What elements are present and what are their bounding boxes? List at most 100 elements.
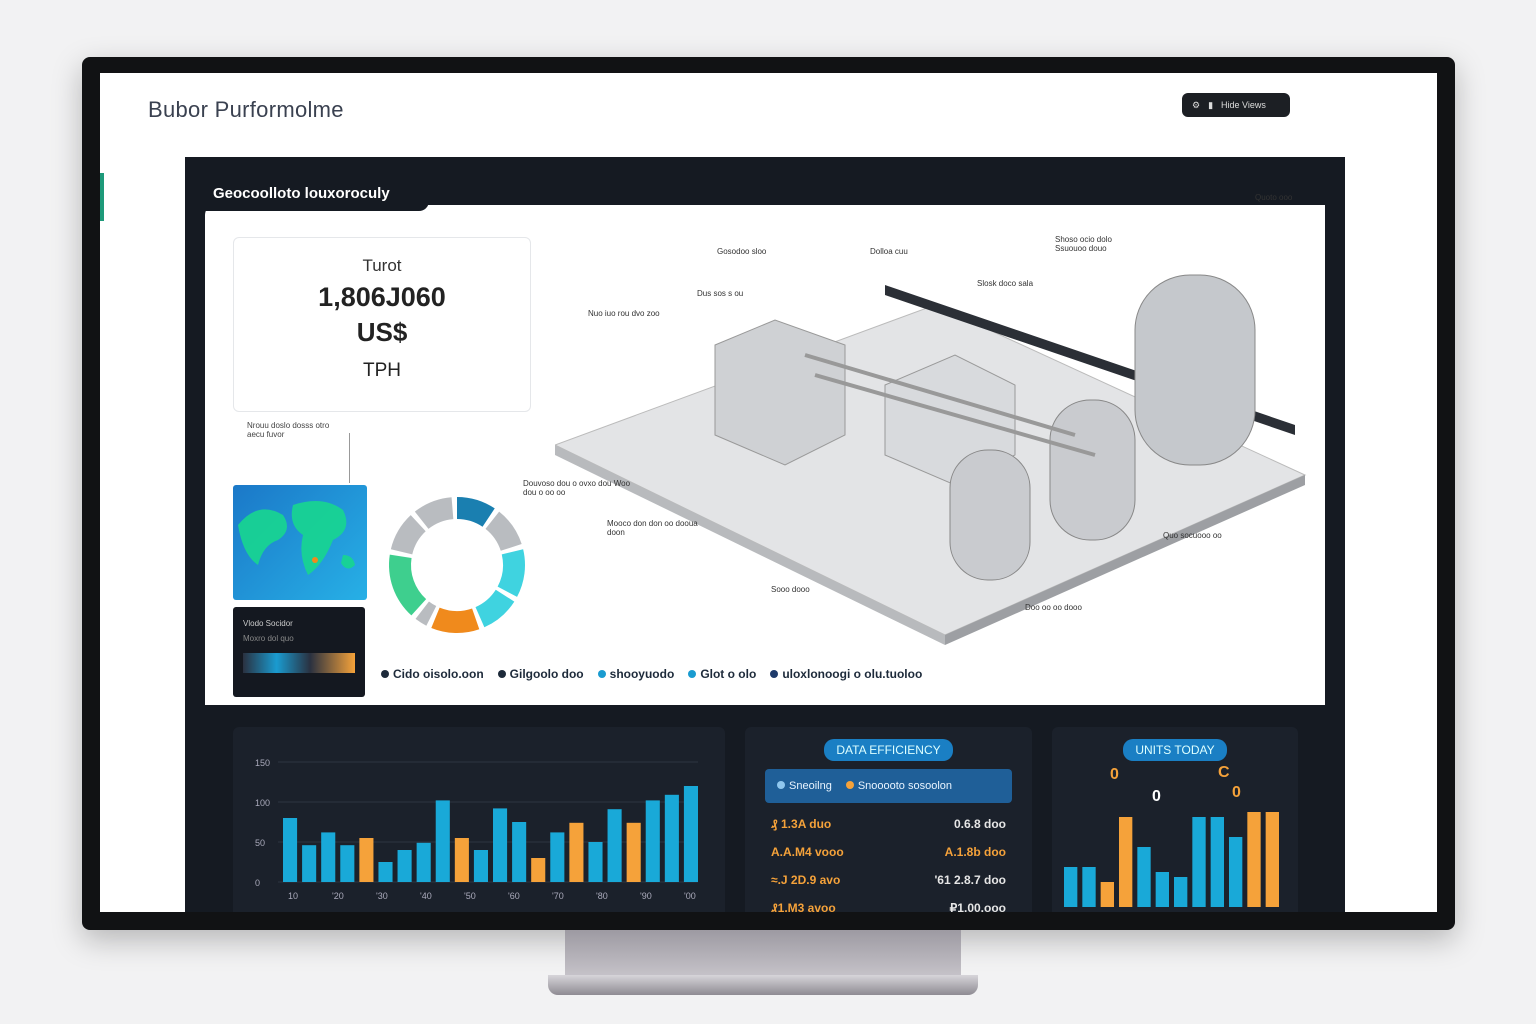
monitor-stand	[565, 930, 961, 980]
metric-row: ₰ 1.3A duo 0.6.8 doo	[745, 817, 1032, 831]
unit-badge: C	[1218, 764, 1230, 781]
gear-icon: ⚙	[1192, 99, 1201, 110]
world-map-tile[interactable]	[233, 485, 367, 600]
bar	[626, 822, 641, 882]
video-tile[interactable]: Vlodo Socidor Moxro dol quo	[233, 607, 365, 697]
bar	[550, 832, 565, 882]
efficiency-legend-item: Sneoilng	[777, 780, 832, 792]
bar	[340, 845, 355, 882]
bar	[607, 809, 622, 882]
y-tick-label: 150	[255, 758, 270, 768]
efficiency-legend: Sneoilng Snooooto sosoolon	[765, 769, 1012, 803]
legend-dot	[497, 670, 506, 678]
plant-label: Dus sos s ou	[697, 289, 744, 298]
unit-badge: 0	[1232, 784, 1241, 801]
donut-segment	[497, 549, 525, 597]
bar	[493, 808, 508, 882]
bar	[321, 832, 336, 882]
globe-icon	[238, 501, 355, 575]
x-tick-label: '30	[376, 891, 388, 901]
donut-segment	[431, 607, 480, 633]
plant-label: Douvoso dou o ovxo dou Woo dou o oo oo	[523, 479, 631, 497]
efficiency-legend-item: Snooooto sosoolon	[845, 780, 953, 792]
video-tile-sub: Moxro dol quo	[243, 634, 294, 643]
bar	[531, 858, 546, 882]
bar	[1137, 847, 1151, 907]
bar	[1247, 812, 1261, 907]
efficiency-rows: ₰ 1.3A duo 0.6.8 doo A.A.M4 vooo A.1.8b doo…	[745, 817, 1032, 912]
legend-dot	[777, 781, 785, 789]
bar-chart-panel: 150 100 50 0 10 '20 '30 '40 '50 '60 '70 '80 '90 '00	[233, 727, 725, 912]
bar	[454, 838, 469, 882]
legend-item: Gilgoolo doo	[497, 667, 584, 681]
plant-label: Gosodoo sloo	[717, 247, 767, 256]
bar	[1100, 882, 1114, 907]
bar	[1192, 817, 1206, 907]
legend-dot	[770, 670, 779, 678]
x-tick-label: '60	[508, 891, 520, 901]
bar	[397, 850, 412, 882]
monitor-base	[548, 975, 978, 995]
bar	[416, 842, 431, 882]
mini-chart	[243, 653, 355, 673]
sidebar-accent	[100, 173, 104, 221]
legend-item: uloxlonoogi o olu.tuoloo	[770, 667, 922, 681]
legend-label: Snooooto sosoolon	[857, 780, 953, 792]
plant-label: Nuo iuo rou dvo zoo	[588, 309, 660, 318]
kpi-note: Nrouu doslo dosss otro aecu fuvor	[247, 421, 330, 439]
bar	[1210, 817, 1224, 907]
bar	[1229, 837, 1243, 907]
bar	[1119, 817, 1133, 907]
y-tick-label: 50	[255, 838, 265, 848]
x-tick-label: '90	[640, 891, 652, 901]
kpi-label: Turot	[362, 256, 402, 275]
efficiency-pill: DATA EFFICIENCY	[824, 739, 953, 761]
metric-value: ₰1.M3 avoo	[771, 901, 836, 912]
y-tick-label: 0	[255, 878, 260, 888]
kpi-value: 1,806J060	[318, 282, 446, 312]
metric-value: A.1.8b doo	[944, 845, 1006, 859]
screen: Bubor Purformolme ⚙ ▮ Hide Views Turot 1,…	[100, 73, 1437, 912]
plant-illustration	[555, 274, 1307, 645]
plant-label: Sooo dooo	[771, 585, 810, 594]
bar	[378, 862, 393, 882]
hide-views-button[interactable]: ⚙ ▮ Hide Views	[1182, 93, 1290, 117]
legend-item: shooyuodo	[597, 667, 674, 681]
legend-dot	[381, 670, 389, 678]
x-tick-label: '40	[420, 891, 432, 901]
phone-icon: ▮	[1208, 99, 1214, 110]
callout-line	[349, 433, 350, 483]
plant-label: Quoto ooo	[1255, 193, 1293, 202]
bar	[664, 794, 679, 882]
kpi-sub: TPH	[363, 360, 401, 381]
metric-value: ≈.J 2D.9 avo	[771, 873, 841, 887]
legend-label: Gilgoolo doo	[509, 667, 584, 681]
bar	[435, 800, 450, 882]
legend: Cido oisolo.oon Gilgoolo doo shooyuodo Glot…	[381, 667, 922, 681]
metric-value: A.A.M4 vooo	[771, 845, 844, 859]
legend-dot	[597, 670, 606, 678]
unit-badge: 0	[1152, 788, 1161, 805]
legend-label: Sneoilng	[789, 780, 832, 792]
donut-segment	[415, 601, 437, 626]
donut-segment	[389, 554, 427, 616]
metric-value: 0.6.8 doo	[953, 817, 1006, 831]
page-title: Bubor Purformolme	[148, 97, 344, 122]
metric-row: A.A.M4 vooo A.1.8b doo	[745, 845, 1032, 859]
bar	[359, 838, 374, 882]
bar	[588, 842, 603, 882]
x-tick-label: '50	[464, 891, 476, 901]
plant-label: Quo socuooo oo	[1163, 531, 1222, 540]
bar	[683, 786, 698, 882]
bar	[512, 822, 527, 882]
donut-segment	[414, 497, 454, 529]
bar	[1265, 812, 1279, 907]
donut-segment	[390, 515, 426, 555]
legend-label: Glot o olo	[700, 667, 757, 681]
panel-tab[interactable]: Geocoolloto louxoroculy	[205, 175, 429, 211]
legend-label: Cido oisolo.oon	[393, 667, 484, 681]
bar-chart: 150 100 50 0 10 '20 '30 '40 '50 '60 '70 '80 '90 '00	[255, 758, 698, 901]
x-tick-label: 10	[288, 891, 298, 901]
